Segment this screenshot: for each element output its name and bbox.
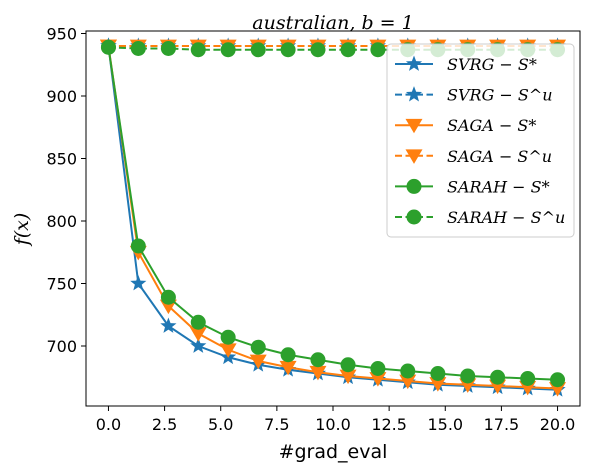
series-point-4-13	[490, 369, 506, 385]
y-tick-label-2: 800	[46, 212, 77, 231]
legend-entry-1: SVRG − S^u	[395, 86, 553, 105]
series-point-5-7	[310, 42, 326, 58]
legend-marker-5	[406, 209, 422, 225]
legend-label-4: SARAH − S*	[447, 177, 550, 196]
legend-marker-2	[405, 118, 423, 134]
series-point-2-7	[309, 365, 327, 381]
series-point-2-8	[339, 369, 357, 385]
series-point-4-1	[130, 238, 146, 254]
x-tick-label-2: 5.0	[208, 415, 233, 434]
series-point-2-6	[279, 360, 297, 376]
legend-entry-5: SARAH − S^u	[395, 208, 565, 227]
series-point-5-0	[100, 39, 116, 55]
y-tick-label-1: 750	[46, 275, 77, 294]
legend: SVRG − S* SVRG − S^u SAGA − S* SAGA − S^u SA…	[386, 43, 575, 238]
series-point-2-3	[189, 327, 207, 342]
series-line-0	[107, 45, 558, 391]
series-line-4	[107, 47, 558, 381]
legend-box	[386, 43, 575, 238]
series-point-5-4	[220, 42, 236, 58]
series-point-4-10	[400, 363, 416, 379]
legend-marker-3	[405, 149, 423, 164]
series-point-5-1	[130, 41, 146, 56]
legend-marker-0	[405, 55, 423, 71]
series-point-2-9	[369, 372, 387, 387]
series-point-4-5	[250, 339, 266, 355]
legend-label-3: SAGA − S^u	[447, 147, 552, 166]
legend-marker-1	[405, 86, 423, 102]
series-point-4-7	[310, 352, 326, 368]
x-tick-label-6: 15.0	[427, 415, 463, 434]
series-point-4-11	[430, 366, 446, 381]
series-point-2-11	[429, 377, 447, 392]
legend-entry-2: SAGA − S*	[395, 116, 536, 135]
series-point-2-4	[219, 343, 237, 358]
series-point-5-6	[280, 42, 296, 58]
x-tick-label-4: 10.0	[315, 415, 351, 434]
series-line-2	[107, 45, 558, 390]
x-axis-label: #grad_eval	[279, 441, 388, 463]
legend-entry-0: SVRG − S*	[395, 55, 537, 74]
x-tick-label-8: 20.0	[540, 415, 576, 434]
chart-title: australian, b = 1	[252, 12, 413, 34]
series-point-0-2	[160, 317, 177, 333]
series-point-4-9	[370, 361, 386, 376]
series-point-2-5	[249, 354, 267, 370]
legend-label-0: SVRG − S*	[447, 55, 537, 74]
x-tick-label-3: 7.5	[264, 415, 289, 434]
axes: 0.0 2.5 5.0 7.5 10.0 12.5 15.0 17.5 20.0 700 750 80…	[46, 25, 581, 434]
series-point-4-15	[550, 372, 566, 388]
y-tick-label-3: 850	[46, 150, 77, 169]
series-point-5-5	[250, 42, 266, 58]
y-axis-label: f(x)	[11, 213, 33, 248]
y-tick-label-0: 700	[46, 337, 77, 356]
series-point-4-14	[520, 371, 536, 386]
legend-label-1: SVRG − S^u	[447, 86, 553, 105]
y-tick-label-5: 950	[46, 25, 77, 44]
series-point-2-10	[399, 374, 417, 390]
x-tick-label-0: 0.0	[96, 415, 121, 434]
series-point-4-2	[160, 289, 176, 305]
series-point-5-8	[340, 42, 356, 58]
series-point-0-1	[130, 275, 147, 291]
y-tick-label-4: 900	[46, 87, 77, 106]
legend-entry-3: SAGA − S^u	[395, 147, 552, 166]
legend-entry-4: SARAH − S*	[395, 177, 550, 196]
x-tick-label-1: 2.5	[152, 415, 177, 434]
series-point-5-9	[370, 42, 386, 58]
legend-marker-4	[406, 178, 422, 194]
series-point-4-8	[340, 357, 356, 373]
series-point-5-3	[190, 42, 206, 58]
series-point-4-12	[460, 368, 476, 384]
series-point-4-3	[190, 314, 206, 330]
legend-label-5: SARAH − S^u	[447, 208, 565, 227]
legend-label-2: SAGA − S*	[447, 116, 536, 135]
series-point-4-4	[220, 329, 236, 345]
series-point-5-2	[160, 41, 176, 56]
x-tick-label-5: 12.5	[371, 415, 407, 434]
series-point-4-6	[280, 347, 296, 363]
series-point-0-3	[190, 337, 207, 353]
x-tick-label-7: 17.5	[484, 415, 520, 434]
